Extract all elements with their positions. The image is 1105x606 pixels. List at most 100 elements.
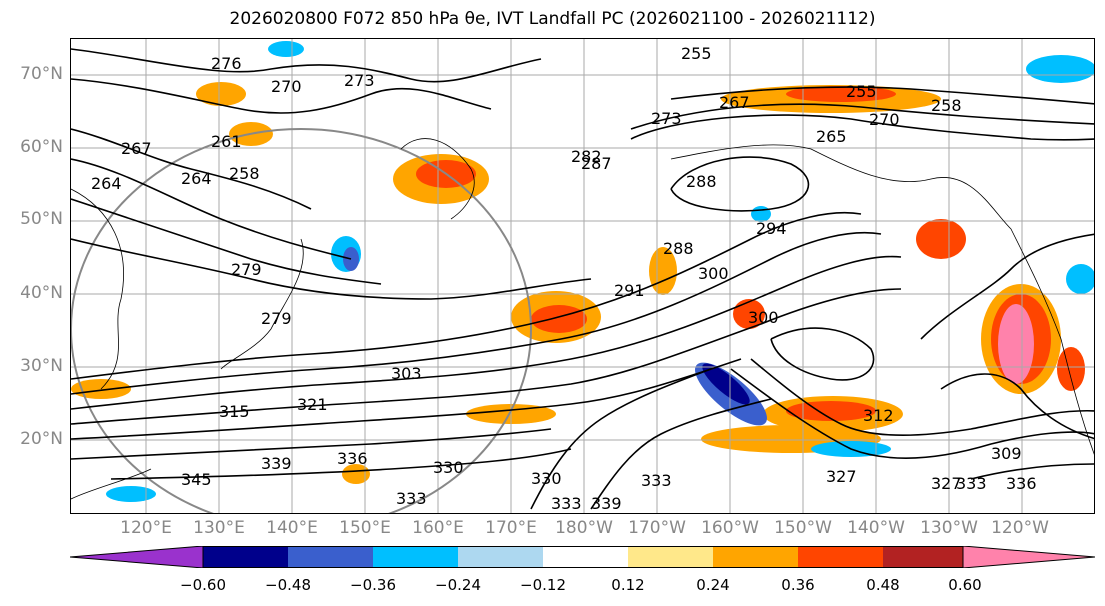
contour-label: 270 [271, 77, 302, 96]
contour-label: 300 [698, 264, 729, 283]
contour-label: 267 [719, 93, 750, 112]
lon-label-150w: 150°W [774, 518, 832, 538]
contour-label: 345 [181, 470, 212, 489]
contour-label: 279 [261, 309, 292, 328]
shade-patch [786, 86, 896, 102]
colorbar-bin [713, 546, 798, 568]
lon-label-170e: 170°E [485, 518, 537, 538]
shade-patch [268, 41, 304, 57]
colorbar-bin [203, 546, 288, 568]
colorbar-bin [373, 546, 458, 568]
colorbar-tick: −0.60 [180, 576, 226, 594]
lon-label-140w: 140°W [847, 518, 905, 538]
colorbar-bin [628, 546, 713, 568]
contour-label: 336 [1006, 474, 1037, 493]
theta-e-contours [71, 48, 1094, 510]
great-circle-ring [71, 128, 532, 513]
contour-label: 339 [261, 454, 292, 473]
lon-label-120w: 120°W [991, 518, 1049, 538]
contour-label: 287 [581, 154, 612, 173]
shade-patch [1057, 347, 1085, 391]
contour-label: 300 [748, 308, 779, 327]
colorbar-tick: 0.48 [866, 576, 900, 594]
shade-patch [786, 401, 876, 421]
contour-label: 315 [219, 402, 250, 421]
contour-label: 336 [337, 449, 368, 468]
contour-label: 255 [846, 82, 877, 101]
contour-label: 339 [591, 494, 622, 513]
contour-label: 312 [863, 406, 894, 425]
chart-title: 2026020800 F072 850 hPa θe, IVT Landfall… [229, 9, 876, 29]
contour-label-group: 276 270 273 267 261 258 264 255 264 282 … [91, 44, 1037, 513]
colorbar-extend-max [962, 545, 1096, 569]
shade-patch [733, 299, 765, 329]
contour-label: 265 [816, 127, 847, 146]
colorbar-tick: −0.48 [265, 576, 311, 594]
lon-label-140e: 140°E [266, 518, 318, 538]
contour-label: 282 [571, 147, 602, 166]
lon-label-160w: 160°W [701, 518, 759, 538]
contour-label: 276 [211, 54, 242, 73]
colorbar-bin [543, 546, 628, 568]
colorbar-tick: −0.12 [520, 576, 566, 594]
lat-label-70: 70°N [20, 64, 63, 84]
lon-label-160e: 160°E [412, 518, 464, 538]
colorbar-tick: 0.24 [696, 576, 730, 594]
contour-label: 321 [297, 395, 328, 414]
contour-label: 291 [614, 281, 645, 300]
map-panel[interactable]: 276 270 273 267 261 258 264 255 264 282 … [70, 38, 1095, 514]
lat-label-50: 50°N [20, 209, 63, 229]
contour-label: 330 [531, 469, 562, 488]
contour-label: 333 [956, 474, 987, 493]
colorbar-tick: −0.36 [350, 576, 396, 594]
contour-label: 258 [229, 164, 260, 183]
contour-label: 288 [663, 239, 694, 258]
shade-patch [106, 486, 156, 502]
colorbar-tick: −0.24 [435, 576, 481, 594]
contour-label: 333 [641, 471, 672, 490]
shade-patch [531, 305, 587, 333]
contour-label: 294 [756, 219, 787, 238]
colorbar-tick: 0.12 [611, 576, 645, 594]
lat-label-40: 40°N [20, 283, 63, 303]
contour-label: 327 [931, 474, 962, 493]
contour-label: 309 [991, 444, 1022, 463]
contour-label: 267 [121, 139, 152, 158]
lon-label-130w: 130°W [920, 518, 978, 538]
contour-label: 333 [551, 494, 582, 513]
contour-label: 270 [869, 110, 900, 129]
contour-label: 279 [231, 260, 262, 279]
colorbar-tick: 0.36 [781, 576, 815, 594]
contour-label: 264 [91, 174, 122, 193]
lon-label-130e: 130°E [193, 518, 245, 538]
colorbar-bin [458, 546, 543, 568]
contour-label: 288 [686, 172, 717, 191]
coastlines [71, 138, 1094, 500]
lon-label-180w: 180°W [555, 518, 613, 538]
contour-label: 330 [433, 458, 464, 477]
contour-label: 303 [391, 364, 422, 383]
contour-label: 261 [211, 132, 242, 151]
lon-label-150e: 150°E [339, 518, 391, 538]
contour-label: 273 [651, 109, 682, 128]
shade-patch [1026, 55, 1094, 83]
contour-label: 255 [681, 44, 712, 63]
contour-label: 258 [931, 96, 962, 115]
contour-label: 264 [181, 169, 212, 188]
colorbar [69, 545, 1096, 569]
colorbar-tick: 0.60 [948, 576, 982, 594]
shade-patch [1066, 264, 1094, 294]
contour-label: 333 [396, 489, 427, 508]
contour-label: 327 [826, 467, 857, 486]
colorbar-extend-min [69, 545, 204, 569]
colorbar-bin [288, 546, 373, 568]
lon-label-170w: 170°W [628, 518, 686, 538]
lat-label-30: 30°N [20, 356, 63, 376]
shade-patch [196, 82, 246, 106]
lat-label-20: 20°N [20, 429, 63, 449]
shade-patch [342, 464, 370, 484]
colorbar-bin [798, 546, 883, 568]
lat-label-60: 60°N [20, 137, 63, 157]
shade-patch [998, 304, 1034, 384]
shade-patch [702, 363, 750, 405]
